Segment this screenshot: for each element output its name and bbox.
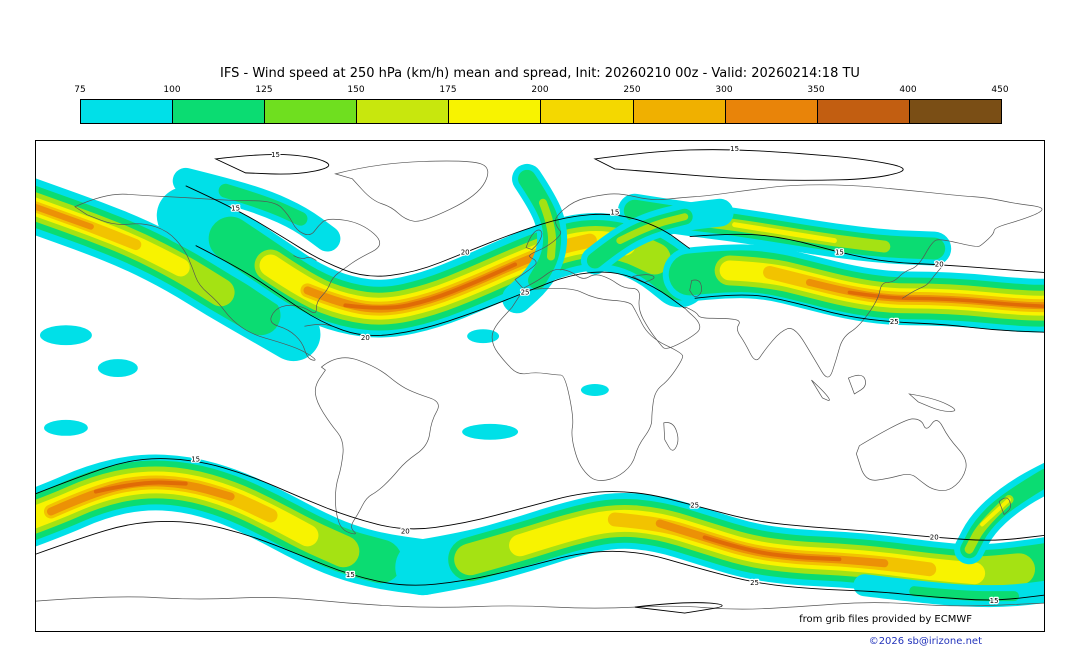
spread-contour-label: 20 xyxy=(401,527,410,535)
colorbar-tick-label: 100 xyxy=(163,85,181,95)
colorbar-tick-label: 200 xyxy=(531,85,549,95)
colorbar-tick-label: 350 xyxy=(807,85,825,95)
world-map-svg: 15 20 15 20 25 15 20 25 15 15 15 20 25 20 15 25 15 xyxy=(36,144,1044,614)
jet-band-arctic-canada-band xyxy=(218,183,308,226)
coastline-australia xyxy=(856,418,967,492)
spread-contour-label: 15 xyxy=(346,571,355,579)
colorbar-tick-label: 400 xyxy=(899,85,917,95)
spread-contour-label: 20 xyxy=(930,533,939,541)
colorbar-tick-label: 150 xyxy=(347,85,365,95)
spread-contour xyxy=(214,154,330,175)
colorbar-tick-label: 300 xyxy=(715,85,733,95)
coastline-new-guinea xyxy=(908,393,956,412)
spread-contour xyxy=(689,233,1044,273)
coastline-south-america xyxy=(314,357,439,535)
colorbar-tick-label: 250 xyxy=(623,85,641,95)
spread-contour-label: 25 xyxy=(890,318,899,326)
map-frame: 15 20 15 20 25 15 20 25 15 15 15 20 25 20 15 25 15 from … xyxy=(35,140,1045,632)
wind-patch xyxy=(580,384,609,396)
colorbar-segment xyxy=(816,100,909,123)
jet-band-right-edge-south-band xyxy=(980,497,1012,527)
colorbar-segment xyxy=(81,100,173,123)
coastline-borneo xyxy=(847,374,866,395)
colorbar-tick-labels: 75 100 125 150 175 200 250 300 350 400 450 xyxy=(74,85,1008,97)
coastline-caspian-sea xyxy=(689,279,702,297)
jet-band-scandinavia-band xyxy=(616,213,689,245)
wind-patch xyxy=(462,423,519,440)
colorbar-segment xyxy=(356,100,449,123)
colorbar-segment xyxy=(448,100,541,123)
coastline-cuba xyxy=(304,323,333,327)
coastline-sumatra xyxy=(811,379,830,401)
coastline-madagascar xyxy=(663,422,679,451)
spread-contour xyxy=(195,245,685,336)
spread-contour xyxy=(593,149,904,181)
jet-band-south-far-right-band xyxy=(909,586,1020,602)
colorbar-tick-label: 125 xyxy=(255,85,273,95)
wind-patch xyxy=(467,329,500,344)
coastline-greenland xyxy=(334,160,489,222)
spread-contour-label: 15 xyxy=(191,456,200,464)
colorbar-segment xyxy=(540,100,633,123)
coastline-africa xyxy=(491,287,684,481)
spread-contour xyxy=(694,294,1044,333)
colorbar-bar xyxy=(80,99,1002,124)
jet-band-asia-jet xyxy=(847,290,1044,308)
jet-band-north-pacific-west-jet xyxy=(36,203,94,230)
chart-title: IFS - Wind speed at 250 hPa (km/h) mean … xyxy=(220,66,860,81)
spread-contour-label: 15 xyxy=(990,597,999,605)
jet-band-north-atlantic-jet xyxy=(343,262,518,310)
spread-contour-label: 25 xyxy=(521,288,530,296)
spread-contour-label: 15 xyxy=(730,145,739,153)
spread-contour-label: 25 xyxy=(750,579,759,587)
jet-band-south-indian-jet xyxy=(702,535,842,562)
coastline-antarctica-coast xyxy=(36,596,1044,610)
coastline-british-isles xyxy=(525,229,543,250)
credit-text: from grib files provided by ECMWF xyxy=(799,614,972,625)
colorbar-tick-label: 175 xyxy=(439,85,457,95)
jet-band-siberia-band xyxy=(732,222,837,244)
spread-contour xyxy=(634,602,723,614)
colorbar-segment xyxy=(632,100,725,123)
colorbar-segment xyxy=(908,100,1001,123)
wind-patch xyxy=(43,419,88,436)
coastline-black-sea xyxy=(631,274,655,283)
spread-contour-label: 15 xyxy=(271,151,280,159)
spread-contour xyxy=(36,520,1044,601)
spread-contour xyxy=(185,185,690,277)
spread-contour-label: 20 xyxy=(935,261,944,269)
wind-patch xyxy=(39,325,92,346)
colorbar-tick-label: 450 xyxy=(991,85,1009,95)
spread-contour-label: 15 xyxy=(835,249,844,257)
coastline-great-lakes xyxy=(293,255,317,261)
coastline-japan xyxy=(902,266,943,299)
coastline-north-america xyxy=(74,193,381,361)
spread-contour-label: 15 xyxy=(610,209,619,217)
spread-contour-label: 20 xyxy=(361,334,370,342)
spread-contour-label: 25 xyxy=(690,502,699,510)
colorbar-tick-label: 75 xyxy=(74,85,86,95)
colorbar-segment xyxy=(172,100,265,123)
colorbar-segment xyxy=(264,100,357,123)
spread-contour-label: 20 xyxy=(461,249,470,257)
coastline-eurasia xyxy=(514,184,1043,378)
colorbar-segment xyxy=(724,100,817,123)
jet-band-south-pacific-jet xyxy=(93,480,188,494)
coastline-new-zealand xyxy=(998,497,1011,516)
wind-patch xyxy=(97,359,138,378)
copyright-link[interactable]: ©2026 sb@irizone.net xyxy=(868,636,982,647)
spread-contour xyxy=(36,458,1044,541)
spread-contour-label: 15 xyxy=(231,205,240,213)
